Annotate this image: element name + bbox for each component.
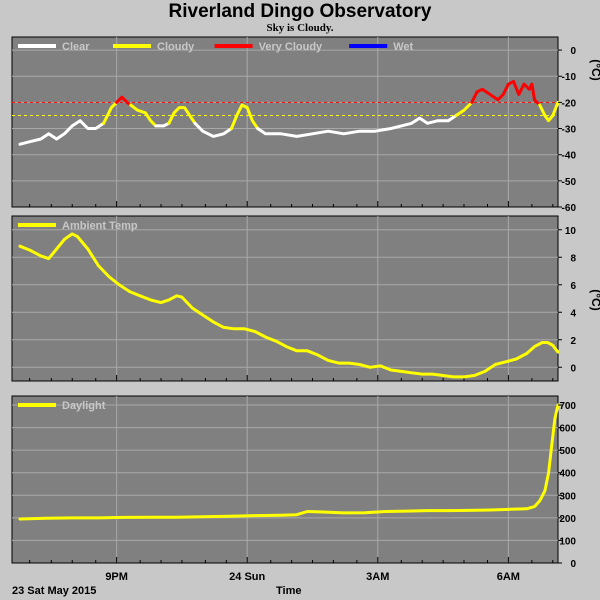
plot-area (11, 36, 559, 208)
legend-label: Ambient Temp (62, 220, 138, 232)
date-label: 23 Sat May 2015 (12, 585, 97, 597)
legend-label: Clear (62, 41, 90, 53)
y-tick-label: 100 (559, 536, 576, 547)
series-line (18, 232, 560, 379)
legend-label: Very Cloudy (259, 41, 323, 53)
series-line (115, 95, 133, 107)
x-axis-title: Time (276, 585, 302, 597)
y-tick-label: 600 (559, 424, 576, 435)
series-line (538, 100, 560, 123)
y-tick-label: -50 (562, 177, 577, 188)
series-line (470, 80, 542, 107)
series-line (154, 121, 171, 128)
y-tick-label: -60 (562, 203, 577, 214)
y-tick-label: -30 (562, 125, 577, 136)
page-title: Riverland Dingo Observatory (168, 1, 432, 22)
y-tick-label: 200 (559, 514, 576, 525)
x-tick-label: 6AM (497, 571, 520, 583)
y-tick-label: 4 (570, 308, 576, 319)
y-tick-label: 0 (570, 46, 576, 57)
y-tick-label: 500 (559, 446, 576, 457)
plot-area (11, 395, 559, 564)
series-line (193, 121, 233, 138)
y-tick-label: 0 (570, 559, 576, 570)
x-tick-label: 24 Sun (229, 571, 265, 583)
series-line (454, 100, 474, 117)
legend-label: Wet (393, 41, 413, 53)
legend-label: Daylight (62, 400, 106, 412)
y-tick-label: -20 (562, 98, 577, 109)
series-line (230, 103, 260, 130)
y-unit-label: (°C) (589, 289, 600, 310)
y-tick-label: 10 (565, 226, 577, 237)
sky-panel: Clear Cloudy Very Cloudy Wet 0 -10 -20 -30 -40 -5… (11, 36, 600, 214)
y-tick-label: 6 (570, 281, 576, 292)
ambient-panel: Ambient Temp 10 8 6 4 2 0 (°C) (11, 215, 600, 382)
y-tick-label: -40 (562, 151, 577, 162)
y-tick-label: 8 (570, 253, 576, 264)
y-tick-label: 700 (559, 401, 576, 412)
series-line (129, 103, 158, 128)
daylight-panel: Daylight 700 600 500 400 300 200 100 0 (11, 395, 576, 570)
legend-label: Cloudy (157, 41, 195, 53)
series-line (18, 119, 106, 146)
series-line (167, 106, 197, 125)
x-tick-label: 3AM (366, 571, 389, 583)
series-line (102, 100, 119, 125)
x-tick-label: 9PM (105, 571, 128, 583)
series-line (256, 114, 458, 138)
series-line (18, 403, 560, 521)
y-tick-label: 300 (559, 491, 576, 502)
plot-area (11, 215, 559, 382)
y-tick-label: 400 (559, 469, 576, 480)
y-tick-label: 0 (570, 363, 576, 374)
page-subtitle: Sky is Cloudy. (266, 22, 334, 34)
y-unit-label: (°C) (589, 59, 600, 80)
y-tick-label: 2 (570, 336, 576, 347)
y-tick-label: -10 (562, 72, 577, 83)
